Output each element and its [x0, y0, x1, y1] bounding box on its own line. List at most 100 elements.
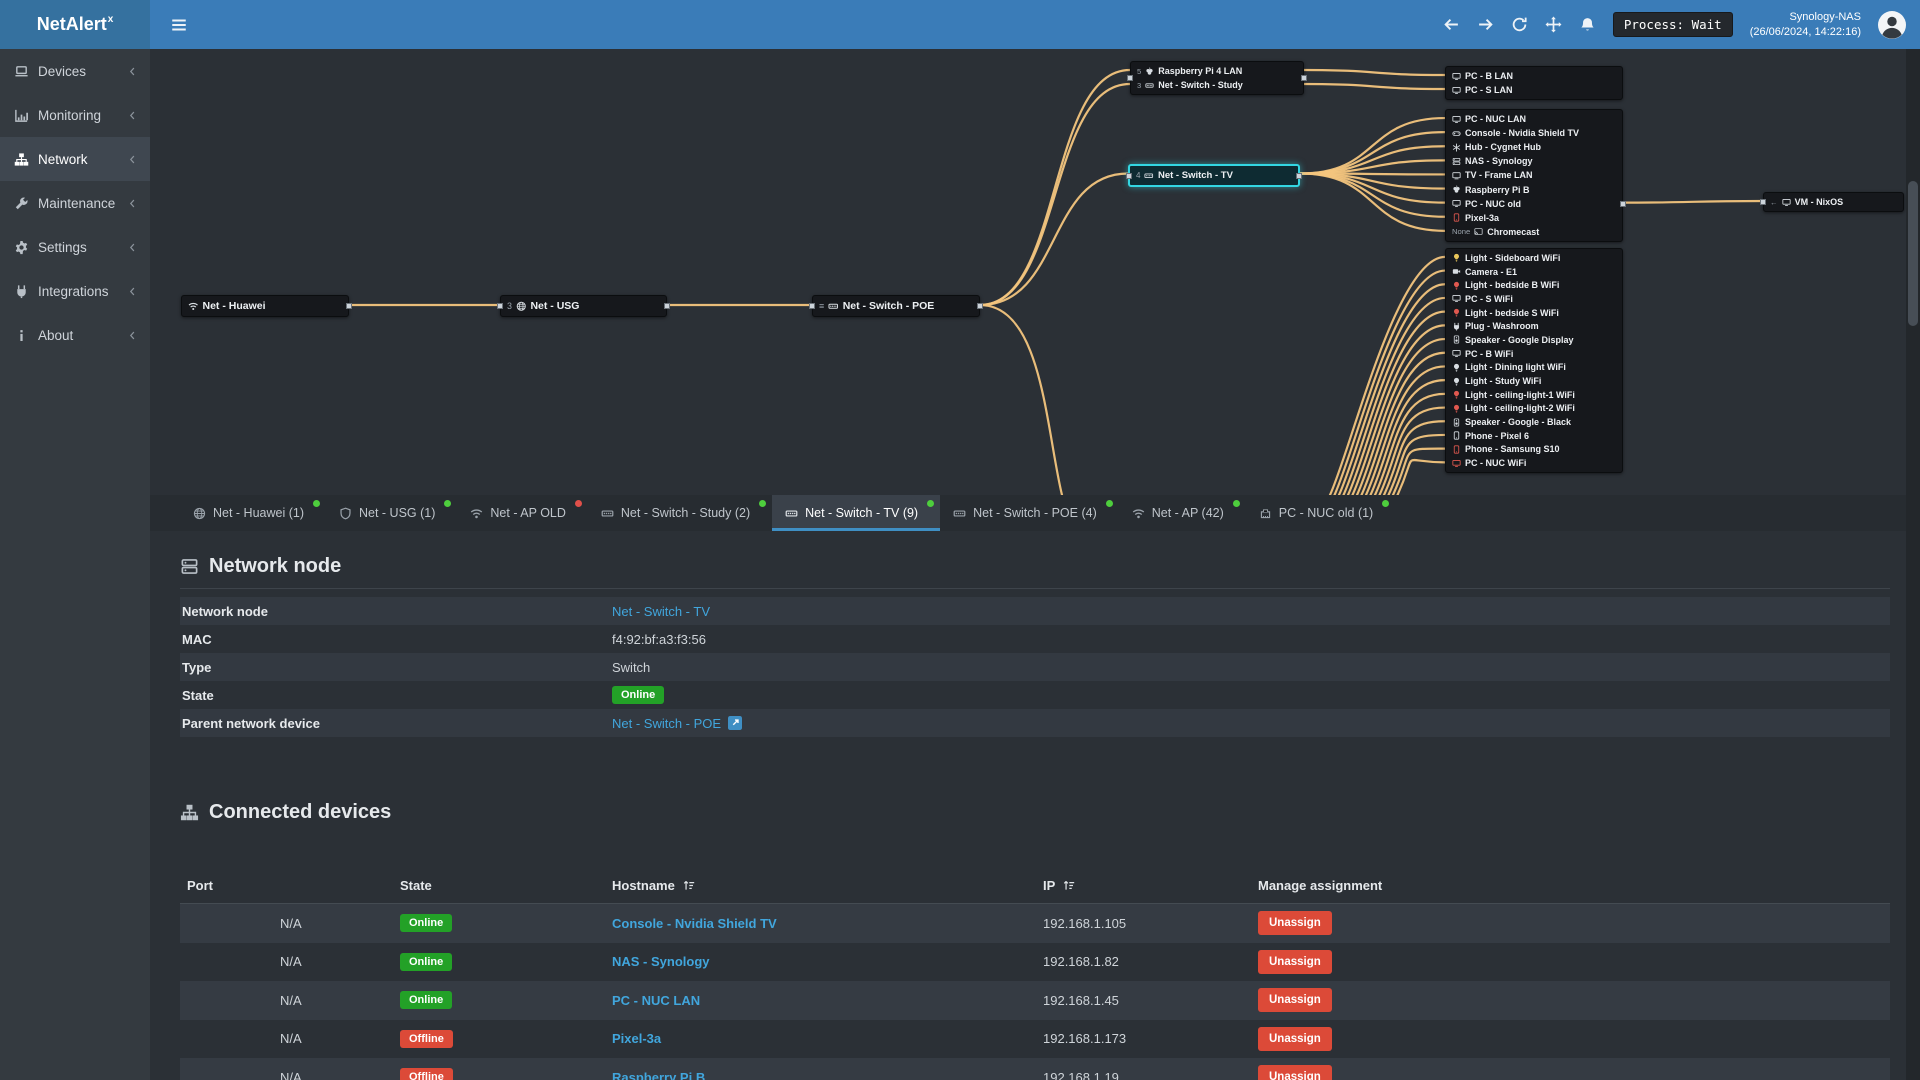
- diagram-device-camera-e1[interactable]: Camera - E1: [1446, 265, 1622, 279]
- diagram-device-light-bedside-s-wifi[interactable]: Light - bedside S WiFi: [1446, 306, 1622, 320]
- diagram-device-light-sideboard-wifi[interactable]: Light - Sideboard WiFi: [1446, 251, 1622, 265]
- diagram-device-light-ceiling-light-1-wifi[interactable]: Light - ceiling-light-1 WiFi: [1446, 388, 1622, 402]
- bulb-icon: [1452, 363, 1461, 372]
- sidebar-item-integrations[interactable]: Integrations: [0, 269, 150, 313]
- bulb-icon: [1452, 404, 1461, 413]
- sort-icon[interactable]: [682, 879, 695, 892]
- diagram-device-net-switch-poe[interactable]: ≡ Net - Switch - POE: [813, 298, 979, 314]
- parent-node-link[interactable]: Net - Switch - POE: [612, 715, 722, 731]
- tab-pc-nuc-old-1[interactable]: PC - NUC old (1): [1246, 495, 1395, 531]
- sidebar-item-maintenance[interactable]: Maintenance: [0, 181, 150, 225]
- device-label: Camera - E1: [1465, 266, 1518, 277]
- diagram-device-raspberry-pi-4-lan[interactable]: 5 Raspberry Pi 4 LAN: [1131, 64, 1303, 78]
- diagram-device-tv-frame-lan[interactable]: TV - Frame LAN: [1446, 168, 1622, 182]
- diagram-node-stack-b[interactable]: PC - NUC LAN Console - Nvidia Shield TV Hu…: [1445, 109, 1626, 242]
- external-link-icon[interactable]: [728, 715, 743, 730]
- diagram-device-pc-b-lan[interactable]: PC - B LAN: [1446, 69, 1622, 83]
- diagram-node-stack-c[interactable]: Light - Sideboard WiFi Camera - E1 Light -…: [1445, 248, 1623, 473]
- tab-net-switch-poe-4[interactable]: Net - Switch - POE (4): [940, 495, 1119, 531]
- sidebar-item-settings[interactable]: Settings: [0, 225, 150, 269]
- column-header-hostname[interactable]: Hostname: [612, 878, 1043, 893]
- diagram-node-study-group[interactable]: 5 Raspberry Pi 4 LAN 3 Net - Switch - Study: [1127, 61, 1307, 95]
- diagram-device-net-switch-tv[interactable]: 4 Net - Switch - TV: [1130, 168, 1298, 183]
- diagram-device-phone-pixel-6[interactable]: Phone - Pixel 6: [1446, 429, 1622, 443]
- diagram-device-pc-nuc-wifi[interactable]: PC - NUC WiFi: [1446, 456, 1622, 470]
- tab-net-usg-1[interactable]: Net - USG (1): [326, 495, 457, 531]
- unassign-button[interactable]: Unassign: [1258, 911, 1332, 936]
- diagram-device-light-study-wifi[interactable]: Light - Study WiFi: [1446, 374, 1622, 388]
- sort-icon[interactable]: [1062, 879, 1075, 892]
- diagram-node-vm[interactable]: ← VM - NixOS: [1760, 192, 1904, 212]
- hostname-link[interactable]: Console - Nvidia Shield TV: [612, 915, 777, 931]
- chevron-left-icon: [127, 330, 138, 341]
- diagram-device-pc-b-wifi[interactable]: PC - B WiFi: [1446, 347, 1622, 361]
- scrollbar[interactable]: [1906, 49, 1920, 1080]
- hostname-link[interactable]: Pixel-3a: [612, 1031, 662, 1047]
- tab-net-huawei-1[interactable]: Net - Huawei (1): [180, 495, 326, 531]
- diagram-device-speaker-google-black[interactable]: Speaker - Google - Black: [1446, 415, 1622, 429]
- diagram-device-nas-synology[interactable]: NAS - Synology: [1446, 154, 1622, 168]
- app-logo[interactable]: NetAlert x: [0, 0, 150, 49]
- diagram-device-net-huawei[interactable]: Net - Huawei: [182, 298, 348, 314]
- nav-back-button[interactable]: [1443, 16, 1460, 33]
- diagram-device-phone-samsung-s10[interactable]: Phone - Samsung S10: [1446, 443, 1622, 457]
- wire: [1298, 116, 1447, 175]
- gear-icon: [14, 240, 29, 255]
- tab-net-switch-tv-9[interactable]: Net - Switch - TV (9): [772, 495, 941, 531]
- sidebar-item-devices[interactable]: Devices: [0, 49, 150, 93]
- diagram-device-pc-nuc-old[interactable]: PC - NUC old: [1446, 197, 1622, 211]
- server-icon: [1452, 157, 1461, 166]
- hostname-link[interactable]: PC - NUC LAN: [612, 992, 701, 1008]
- diagram-device-hub-cygnet-hub[interactable]: Hub - Cygnet Hub: [1446, 140, 1622, 154]
- diagram-device-vm-nixos[interactable]: ← VM - NixOS: [1764, 195, 1903, 209]
- node-link[interactable]: Net - Switch - TV: [612, 603, 711, 619]
- diagram-node-poe[interactable]: ≡ Net - Switch - POE: [809, 295, 983, 317]
- diagram-node-usg[interactable]: 3 Net - USG: [497, 295, 670, 317]
- unassign-button[interactable]: Unassign: [1258, 949, 1332, 974]
- hostname-link[interactable]: NAS - Synology: [612, 954, 710, 970]
- nav-forward-button[interactable]: [1477, 16, 1494, 33]
- column-header-ip[interactable]: IP: [1043, 878, 1258, 893]
- diagram-device-console-nvidia-shield-tv[interactable]: Console - Nvidia Shield TV: [1446, 126, 1622, 140]
- sidebar-item-about[interactable]: About: [0, 313, 150, 357]
- diagram-device-light-bedside-b-wifi[interactable]: Light - bedside B WiFi: [1446, 278, 1622, 292]
- diagram-device-pixel-3a[interactable]: Pixel-3a: [1446, 211, 1622, 225]
- tab-net-switch-study-2[interactable]: Net - Switch - Study (2): [588, 495, 772, 531]
- avatar[interactable]: [1878, 10, 1906, 39]
- device-label: Raspberry Pi 4 LAN: [1158, 66, 1243, 76]
- diagram-device-chromecast[interactable]: None Chromecast: [1446, 225, 1622, 239]
- unassign-button[interactable]: Unassign: [1258, 988, 1332, 1013]
- diagram-device-net-switch-study[interactable]: 3 Net - Switch - Study: [1131, 78, 1303, 92]
- sidebar-item-monitoring[interactable]: Monitoring: [0, 93, 150, 137]
- diagram-node-huawei[interactable]: Net - Huawei: [181, 295, 352, 317]
- notifications-button[interactable]: [1579, 16, 1596, 33]
- state-badge: Online: [400, 991, 453, 1010]
- diagram-device-speaker-google-display[interactable]: Speaker - Google Display: [1446, 333, 1622, 347]
- connected-devices-title: Connected devices: [180, 801, 1890, 824]
- unassign-button[interactable]: Unassign: [1258, 1026, 1332, 1051]
- diagram-device-light-ceiling-light-2-wifi[interactable]: Light - ceiling-light-2 WiFi: [1446, 402, 1622, 416]
- tab-net-ap-42[interactable]: Net - AP (42): [1119, 495, 1246, 531]
- scrollbar-thumb[interactable]: [1908, 181, 1918, 326]
- diagram-node-stack-a[interactable]: PC - B LAN PC - S LAN: [1445, 66, 1623, 100]
- menu-toggle-button[interactable]: [170, 16, 188, 34]
- diagram-device-pc-nuc-lan[interactable]: PC - NUC LAN: [1446, 112, 1622, 126]
- state-badge: Offline: [400, 1029, 453, 1048]
- hostname-link[interactable]: Raspberry Pi B: [612, 1069, 706, 1080]
- move-button[interactable]: [1545, 16, 1562, 33]
- diagram-device-pc-s-lan[interactable]: PC - S LAN: [1446, 83, 1622, 97]
- tab-net-ap-old[interactable]: Net - AP OLD: [457, 495, 588, 531]
- sidebar-item-network[interactable]: Network: [0, 137, 150, 181]
- diagram-device-pc-s-wifi[interactable]: PC - S WiFi: [1446, 292, 1622, 306]
- unassign-button[interactable]: Unassign: [1258, 1065, 1332, 1080]
- diagram-node-tv[interactable]: 4 Net - Switch - TV: [1126, 164, 1302, 187]
- refresh-button[interactable]: [1511, 16, 1528, 33]
- diagram-device-net-usg[interactable]: 3 Net - USG: [501, 298, 666, 314]
- diagram-device-plug-washroom[interactable]: Plug - Washroom: [1446, 319, 1622, 333]
- bulb-icon: [1452, 390, 1461, 399]
- diagram-device-raspberry-pi-b[interactable]: Raspberry Pi B: [1446, 182, 1622, 196]
- hub-icon: [1452, 143, 1461, 152]
- diagram-wires: [347, 68, 1765, 495]
- wire: [1342, 296, 1447, 495]
- diagram-device-light-dining-light-wifi[interactable]: Light - Dining light WiFi: [1446, 361, 1622, 375]
